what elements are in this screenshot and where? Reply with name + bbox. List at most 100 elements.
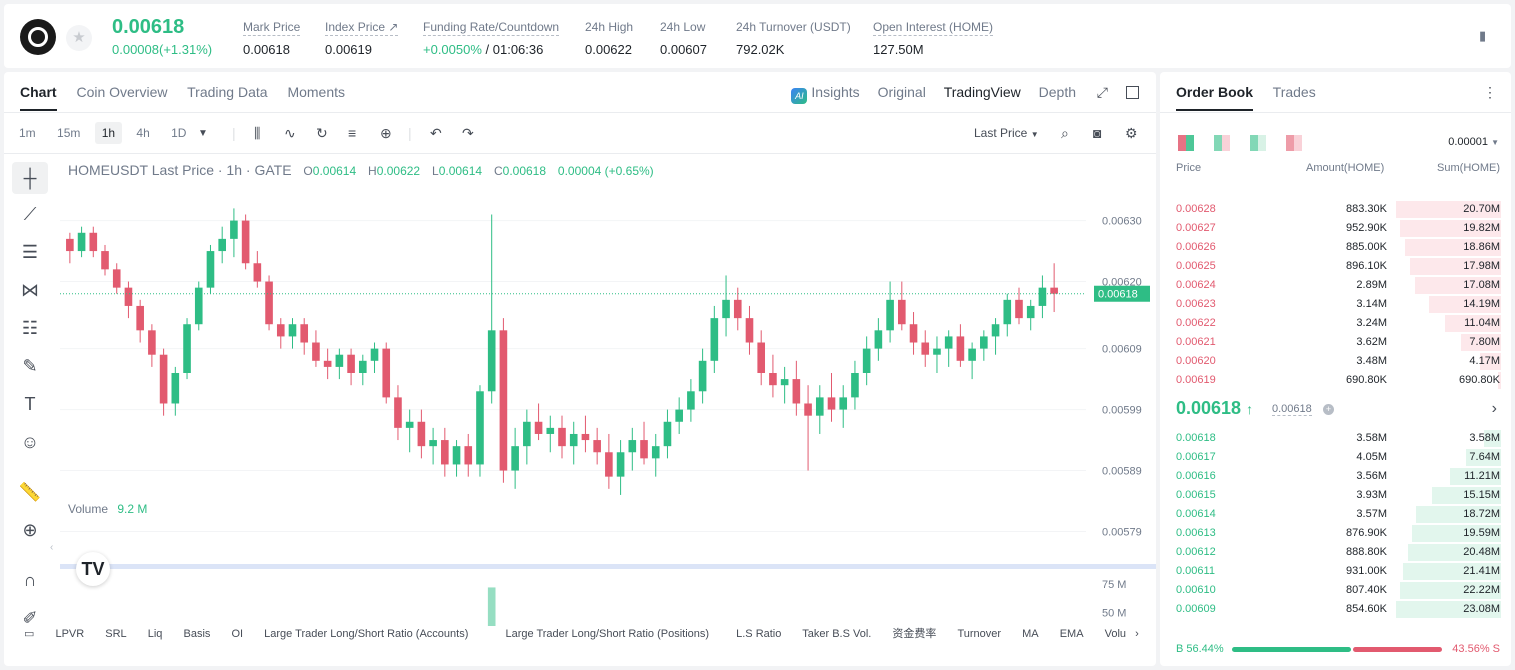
indicator-tab[interactable]: Taker B.S Vol. xyxy=(802,628,872,640)
view-bids-only-icon[interactable] xyxy=(1250,135,1266,151)
chevron-down-icon[interactable]: ▼ xyxy=(198,128,208,139)
tab-insights[interactable]: AI Insights xyxy=(791,84,860,104)
indicator-tab[interactable]: Volu xyxy=(1104,628,1127,640)
magnet-icon[interactable]: ∩ xyxy=(23,570,37,590)
tab-depth[interactable]: Depth xyxy=(1038,84,1076,100)
interval-4h[interactable]: 4h xyxy=(136,126,150,140)
info-icon[interactable]: + xyxy=(1323,404,1334,415)
tab-original[interactable]: Original xyxy=(877,84,926,100)
indicator-tab[interactable]: OI xyxy=(231,628,244,640)
candle-body xyxy=(546,427,555,434)
add-indicator-icon[interactable]: ⊕ xyxy=(380,125,392,141)
indicator-tab[interactable]: Large Trader Long/Short Ratio (Positions… xyxy=(505,628,710,640)
crosshair-icon[interactable]: ┼ xyxy=(12,162,48,194)
camera-icon[interactable]: ◙ xyxy=(1093,125,1102,141)
candle-body xyxy=(499,330,508,471)
indicator-tab[interactable]: Liq xyxy=(147,628,163,640)
collapse-toolbar-icon[interactable]: ‹ xyxy=(50,542,54,553)
bid-row[interactable]: 0.00617 4.05M 7.64M xyxy=(1160,448,1511,467)
fullscreen-icon[interactable] xyxy=(1126,86,1139,99)
indicator-tab[interactable]: LPVR xyxy=(55,628,85,640)
indicator-tab[interactable]: SRL xyxy=(105,628,127,640)
tab-moments[interactable]: Moments xyxy=(287,84,346,100)
indicator-tab[interactable]: L.S Ratio xyxy=(736,628,782,640)
interval-15m[interactable]: 15m xyxy=(57,126,81,140)
tradingview-logo-icon[interactable]: TV xyxy=(76,552,110,586)
ask-row[interactable]: 0.00620 3.48M 4.17M xyxy=(1160,352,1511,371)
view-bids-icon[interactable] xyxy=(1214,135,1230,151)
horizontal-lines-icon[interactable]: ☰ xyxy=(21,242,39,262)
stat-open-interest[interactable]: Open Interest (HOME) 127.50M xyxy=(873,18,994,57)
brush-icon[interactable]: ✎ xyxy=(22,356,38,376)
indicators-icon[interactable]: ∿ xyxy=(284,125,296,141)
chevron-right-icon[interactable]: › xyxy=(1135,628,1139,640)
tab-coin-overview[interactable]: Coin Overview xyxy=(76,84,168,100)
bid-row[interactable]: 0.00610 807.40K 22.22M xyxy=(1160,581,1511,600)
depth-bar xyxy=(1461,334,1501,351)
redo-icon[interactable]: ↷ xyxy=(462,125,474,141)
bid-row[interactable]: 0.00616 3.56M 11.21M xyxy=(1160,467,1511,486)
tick-size-value: 0.00001 xyxy=(1448,136,1489,148)
ask-row[interactable]: 0.00627 952.90K 19.82M xyxy=(1160,219,1511,238)
ask-row[interactable]: 0.00624 2.89M 17.08M xyxy=(1160,276,1511,295)
indicator-tab[interactable]: Basis xyxy=(183,628,211,640)
ask-row[interactable]: 0.00623 3.14M 14.19M xyxy=(1160,295,1511,314)
gear-icon[interactable]: ⚙ xyxy=(1125,125,1138,141)
tab-order-book[interactable]: Order Book xyxy=(1176,84,1254,111)
mid-price[interactable]: 0.00618 ↑ xyxy=(1176,398,1253,419)
bid-row[interactable]: 0.00611 931.00K 21.41M xyxy=(1160,562,1511,581)
interval-1m[interactable]: 1m xyxy=(19,126,36,140)
tab-trading-data[interactable]: Trading Data xyxy=(187,84,268,100)
ask-row[interactable]: 0.00619 690.80K 690.80K xyxy=(1160,371,1511,390)
stat-index-price[interactable]: Index Price ↗ 0.00619 xyxy=(325,18,399,57)
ask-row[interactable]: 0.00628 883.30K 20.70M xyxy=(1160,200,1511,219)
expand-icon[interactable]: ⤢ xyxy=(1096,84,1108,100)
ruler-icon[interactable]: 📏 xyxy=(18,482,42,502)
view-asks-only-icon[interactable] xyxy=(1286,135,1302,151)
interval-1d[interactable]: 1D xyxy=(171,126,187,140)
stat-funding-rate[interactable]: Funding Rate/Countdown +0.0050% / 01:06:… xyxy=(423,18,560,57)
candle-type-icon[interactable]: ⫼ xyxy=(254,125,261,141)
favorite-star-icon[interactable]: ★ xyxy=(66,25,92,51)
tab-tradingview[interactable]: TradingView xyxy=(943,84,1021,100)
indicator-tab[interactable]: Turnover xyxy=(957,628,1002,640)
guide-book-icon[interactable]: ▮ xyxy=(1479,28,1487,43)
chevron-right-icon[interactable]: › xyxy=(1491,400,1497,417)
ask-row[interactable]: 0.00626 885.00K 18.86M xyxy=(1160,238,1511,257)
more-icon[interactable]: ⋮ xyxy=(1483,84,1497,100)
tab-chart[interactable]: Chart xyxy=(20,84,57,111)
fib-icon[interactable]: ☷ xyxy=(21,318,39,338)
text-tool-icon[interactable]: T xyxy=(24,394,36,414)
bid-row[interactable]: 0.00618 3.58M 3.58M xyxy=(1160,429,1511,448)
zoom-in-icon[interactable]: ⊕ xyxy=(22,520,38,540)
view-both-icon[interactable] xyxy=(1178,135,1194,151)
interval-1h[interactable]: 1h xyxy=(94,122,123,144)
stat-mark-price[interactable]: Mark Price 0.00618 xyxy=(243,18,301,57)
tick-size-select[interactable]: 0.00001 ▼ xyxy=(1448,136,1499,148)
ask-row[interactable]: 0.00625 896.10K 17.98M xyxy=(1160,257,1511,276)
bid-row[interactable]: 0.00609 854.60K 23.08M xyxy=(1160,600,1511,619)
tab-trades[interactable]: Trades xyxy=(1272,84,1316,100)
ask-row[interactable]: 0.00622 3.24M 11.04M xyxy=(1160,314,1511,333)
trend-line-icon[interactable]: ⟋ xyxy=(23,204,37,224)
last-price: 0.00618 xyxy=(112,16,185,38)
emoji-icon[interactable]: ☺ xyxy=(20,432,40,452)
chart-settings-small-icon[interactable]: ▭ xyxy=(24,628,35,640)
indicator-tab[interactable]: Large Trader Long/Short Ratio (Accounts) xyxy=(264,628,469,640)
bid-row[interactable]: 0.00615 3.93M 15.15M xyxy=(1160,486,1511,505)
candlestick-chart[interactable]: 0.00630 0.00620 0.00609 0.00599 0.00589 0.005… xyxy=(60,154,1156,626)
search-icon[interactable]: ⌕ xyxy=(1061,125,1069,141)
pattern-icon[interactable]: ⋈ xyxy=(21,280,39,300)
layout-icon[interactable]: ≡ xyxy=(348,125,357,141)
indicator-tab[interactable]: 资金费率 xyxy=(892,628,937,640)
bid-row[interactable]: 0.00614 3.57M 18.72M xyxy=(1160,505,1511,524)
undo-icon[interactable]: ↶ xyxy=(430,125,442,141)
replay-icon[interactable]: ↻ xyxy=(316,125,328,141)
pencil-lock-icon[interactable]: ✐ xyxy=(22,608,38,628)
bid-row[interactable]: 0.00612 888.80K 20.48M xyxy=(1160,543,1511,562)
price-type-select[interactable]: Last Price ▼ xyxy=(974,126,1039,140)
bid-row[interactable]: 0.00613 876.90K 19.59M xyxy=(1160,524,1511,543)
ask-row[interactable]: 0.00621 3.62M 7.80M xyxy=(1160,333,1511,352)
indicator-tab[interactable]: MA xyxy=(1022,628,1039,640)
indicator-tab[interactable]: EMA xyxy=(1059,628,1084,640)
